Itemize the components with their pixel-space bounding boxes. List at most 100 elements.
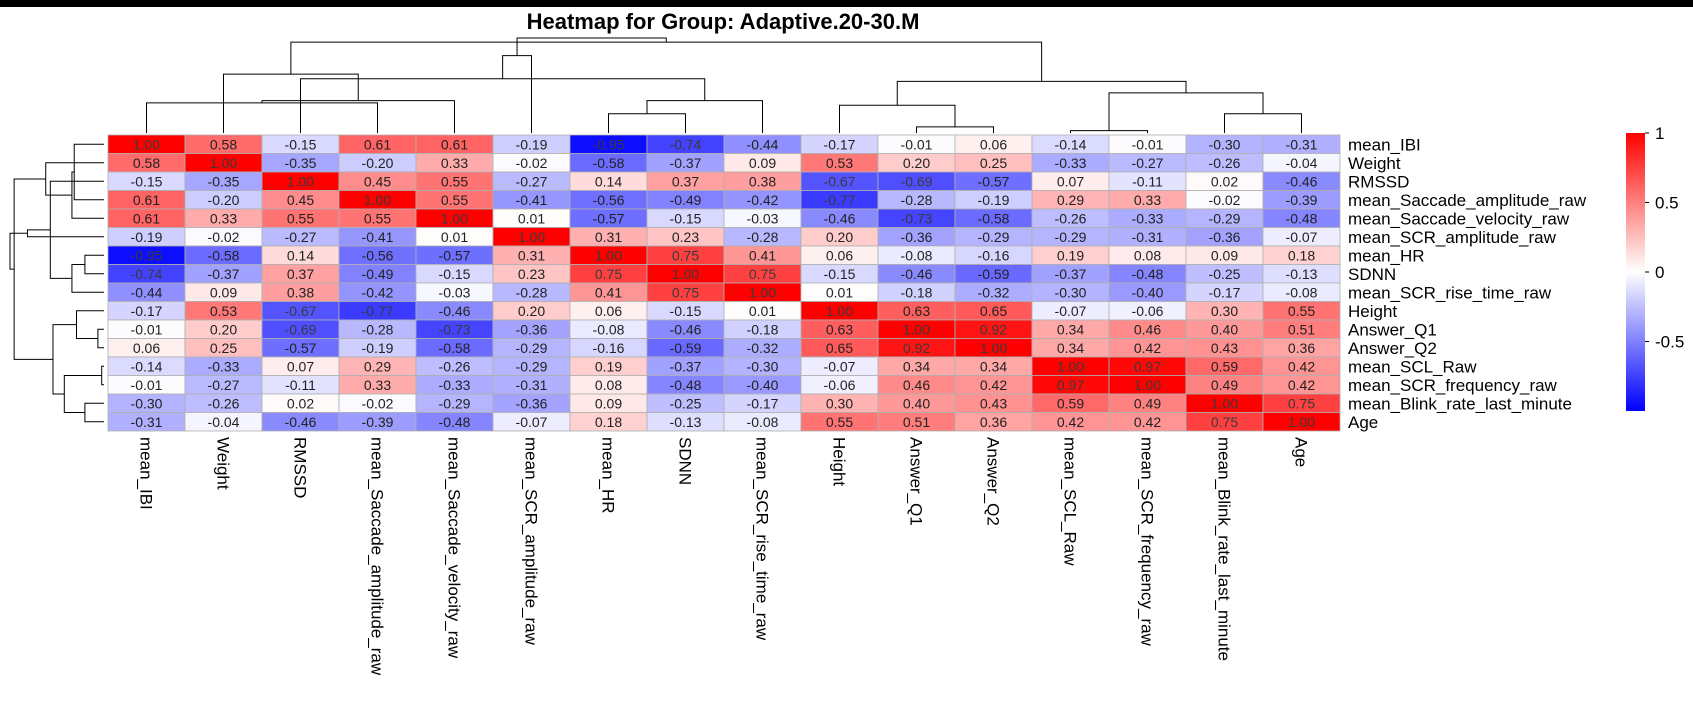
cell-value-label: 0.92 <box>903 340 930 356</box>
cell-value-label: -0.25 <box>1209 266 1241 282</box>
top-border <box>0 0 1693 7</box>
legend-tick-label: 0.5 <box>1655 194 1679 213</box>
cell-value-label: -0.67 <box>285 303 317 319</box>
cell-value-label: -0.15 <box>439 266 471 282</box>
cell-value-label: -0.44 <box>747 136 779 152</box>
cell-value-label: -0.73 <box>901 210 933 226</box>
cell-value-label: -0.31 <box>1132 229 1164 245</box>
cell-value-label: -0.17 <box>131 303 163 319</box>
cell-value-label: -0.46 <box>1286 173 1318 189</box>
cell-value-label: -0.08 <box>747 414 779 430</box>
cell-value-label: -0.15 <box>824 266 856 282</box>
cell-value-label: 1.00 <box>210 155 237 171</box>
row-label: Age <box>1348 413 1378 432</box>
cell-value-label: 0.61 <box>133 192 160 208</box>
cell-value-label: -0.33 <box>1055 155 1087 171</box>
cell-value-label: 0.14 <box>287 247 314 263</box>
cell-value-label: -0.18 <box>747 321 779 337</box>
dendrogram-branch <box>223 73 359 133</box>
cell-value-label: -0.35 <box>208 173 240 189</box>
cell-value-label: 1.00 <box>903 321 930 337</box>
cell-value-label: -0.35 <box>285 155 317 171</box>
cell-value-label: -0.29 <box>516 358 548 374</box>
cell-value-label: -0.26 <box>208 395 240 411</box>
column-label: Answer_Q2 <box>984 437 1003 526</box>
dendrogram-branch <box>1108 92 1264 131</box>
cell-value-label: -0.20 <box>362 155 394 171</box>
cell-value-label: 0.49 <box>1134 395 1161 411</box>
column-label: mean_SCL_Raw <box>1061 437 1080 566</box>
dendrogram-branch <box>76 310 104 339</box>
cell-value-label: -0.44 <box>131 284 163 300</box>
cell-value-label: -0.02 <box>516 155 548 171</box>
cell-value-label: 0.07 <box>1057 173 1084 189</box>
cell-value-label: 0.46 <box>903 377 930 393</box>
cell-value-label: -0.73 <box>439 321 471 337</box>
heatmap-cells: 1.00 0.58 -0.15 0.61 0.61 -0.19 -0.95 -0.74 -0.4… <box>107 134 1341 432</box>
column-label: RMSSD <box>291 437 310 498</box>
cell-value-label: -0.15 <box>131 173 163 189</box>
cell-value-label: -0.29 <box>1055 229 1087 245</box>
column-label: Weight <box>214 437 233 490</box>
cell-value-label: 0.43 <box>1211 340 1238 356</box>
cell-value-label: -0.28 <box>362 321 394 337</box>
heatmap-cell <box>1262 412 1341 432</box>
cell-value-label: -0.33 <box>1132 210 1164 226</box>
cell-value-label: -0.40 <box>1132 284 1164 300</box>
cell-value-label: 0.53 <box>210 303 237 319</box>
cell-value-label: -0.15 <box>285 136 317 152</box>
row-dendrogram <box>9 143 104 423</box>
cell-value-label: -0.01 <box>131 377 163 393</box>
cell-value-label: 1.00 <box>441 210 468 226</box>
cell-value-label: -0.37 <box>670 358 702 374</box>
cell-value-label: 0.09 <box>595 395 622 411</box>
legend-tick-label: 0 <box>1655 263 1664 282</box>
cell-value-label: 0.37 <box>672 173 699 189</box>
cell-value-label: -0.32 <box>747 340 779 356</box>
dendrogram-branch <box>71 171 104 219</box>
cell-value-label: 0.75 <box>1288 395 1315 411</box>
cell-value-label: -0.13 <box>670 414 702 430</box>
cell-value-label: -0.46 <box>824 210 856 226</box>
cell-value-label: -0.56 <box>362 247 394 263</box>
cell-value-label: -0.20 <box>208 192 240 208</box>
cell-value-label: -0.57 <box>285 340 317 356</box>
row-label: mean_SCR_rise_time_raw <box>1348 283 1552 302</box>
dendrogram-branch <box>300 78 706 133</box>
cell-value-label: -0.11 <box>1132 173 1163 189</box>
cell-value-label: -0.48 <box>1286 210 1318 226</box>
cell-value-label: 0.30 <box>1211 303 1238 319</box>
cell-value-label: 0.63 <box>903 303 930 319</box>
cell-value-label: -0.03 <box>439 284 471 300</box>
cell-value-label: 0.51 <box>1288 321 1315 337</box>
dendrogram-branch <box>290 41 1043 82</box>
cell-value-label: -0.04 <box>1286 155 1318 171</box>
legend-tick-label: 1 <box>1655 124 1664 143</box>
legend-color-bar <box>1626 133 1645 411</box>
cell-value-label: 0.07 <box>287 358 314 374</box>
dendrogram-branch <box>516 37 667 56</box>
cell-value-label: 1.00 <box>1057 358 1084 374</box>
column-label: Age <box>1292 437 1311 467</box>
cell-value-label: 0.09 <box>210 284 237 300</box>
row-label: mean_Blink_rate_last_minute <box>1348 394 1572 413</box>
legend-tick-label: -0.5 <box>1655 333 1684 352</box>
cell-value-label: 0.53 <box>826 155 853 171</box>
column-dendrogram <box>146 37 1302 133</box>
cell-value-label: -0.56 <box>593 192 625 208</box>
cell-value-label: -0.15 <box>670 210 702 226</box>
dendrogram-branch <box>97 328 104 349</box>
cell-value-label: 0.31 <box>595 229 622 245</box>
column-label: mean_Blink_rate_last_minute <box>1215 437 1234 661</box>
cell-value-label: 1.00 <box>133 136 160 152</box>
cell-value-label: 0.45 <box>287 192 314 208</box>
row-label: mean_Saccade_amplitude_raw <box>1348 191 1587 210</box>
cell-value-label: -0.36 <box>1209 229 1241 245</box>
cell-value-label: 0.42 <box>1288 377 1315 393</box>
cell-value-label: -0.17 <box>747 395 779 411</box>
cell-value-label: 0.40 <box>903 395 930 411</box>
cell-value-label: -0.32 <box>978 284 1010 300</box>
cell-value-label: -0.01 <box>901 136 933 152</box>
cell-value-label: -0.03 <box>747 210 779 226</box>
cell-value-label: -0.42 <box>747 192 779 208</box>
